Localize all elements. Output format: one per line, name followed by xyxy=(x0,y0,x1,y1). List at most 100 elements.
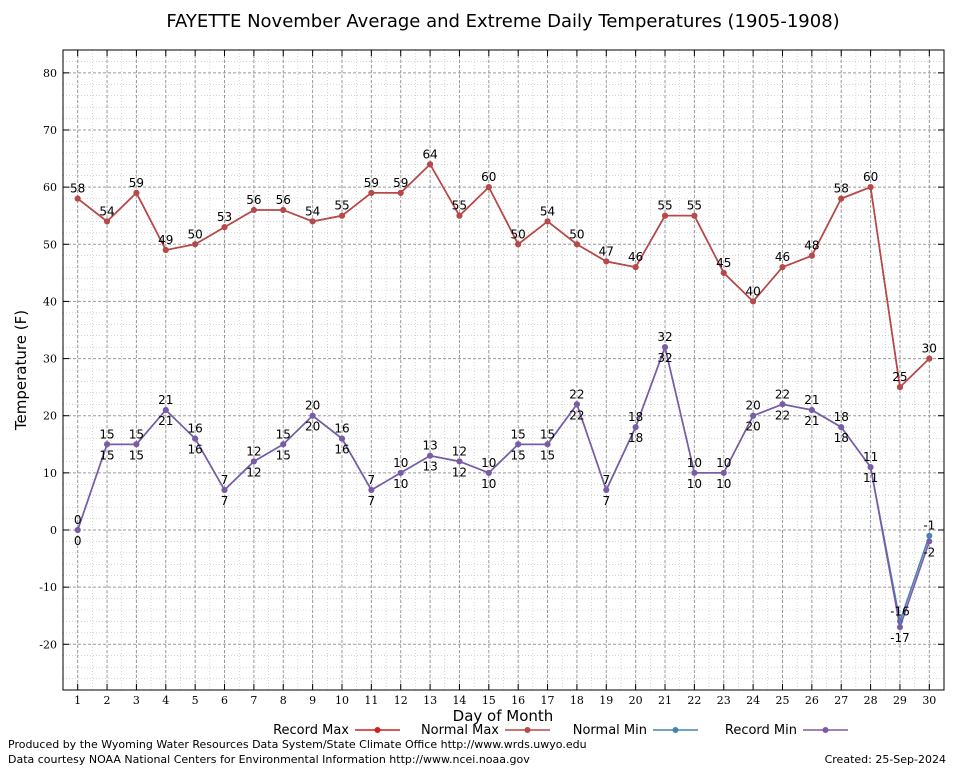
normal-max-point xyxy=(662,212,669,219)
x-tick-label: 6 xyxy=(221,694,228,707)
normal-max-point xyxy=(926,355,933,362)
normal-min-data-label: 10 xyxy=(716,456,731,470)
x-tick-label: 24 xyxy=(746,694,760,707)
normal-max-point xyxy=(133,189,140,196)
record-max-data-label: 53 xyxy=(217,210,232,224)
x-tick-label: 1 xyxy=(74,694,81,707)
x-tick-label: 2 xyxy=(104,694,111,707)
record-max-data-label: 30 xyxy=(922,342,937,356)
record-max-data-label: 50 xyxy=(511,227,526,241)
record-min-point xyxy=(221,487,228,493)
record-max-data-label: 58 xyxy=(70,182,85,196)
normal-max-point xyxy=(309,218,316,225)
normal-max-point xyxy=(515,241,522,248)
normal-max-point xyxy=(368,189,375,196)
record-min-data-label: 10 xyxy=(687,477,702,491)
y-tick-label: 30 xyxy=(43,353,57,366)
normal-min-data-label: 10 xyxy=(393,456,408,470)
normal-max-line xyxy=(77,162,930,389)
normal-max-point xyxy=(573,241,580,248)
x-tick-label: 18 xyxy=(570,694,584,707)
normal-min-data-label: 10 xyxy=(687,456,702,470)
normal-min-data-label: 12 xyxy=(246,444,261,458)
x-tick-label: 25 xyxy=(775,694,789,707)
record-max-data-label: 55 xyxy=(452,199,467,213)
normal-min-data-label: 18 xyxy=(834,410,849,424)
normal-min-data-label: 16 xyxy=(334,422,349,436)
record-max-data-label: 59 xyxy=(364,176,379,190)
record-max-data-label: 59 xyxy=(393,176,408,190)
legend: Record Max Normal Max Normal Min Record Min xyxy=(273,723,848,738)
y-tick-label: 20 xyxy=(43,410,57,423)
y-tick-label: 50 xyxy=(43,238,57,251)
x-tick-label: 14 xyxy=(452,694,466,707)
legend-label-normal-min: Normal Min xyxy=(573,723,647,738)
record-min-data-label: 15 xyxy=(129,448,144,462)
footer-created: Created: 25-Sep-2024 xyxy=(825,753,946,766)
x-tick-label: 30 xyxy=(922,694,936,707)
record-min-data-label: 20 xyxy=(305,420,320,434)
record-max-data-label: 56 xyxy=(246,193,261,207)
record-max-data-label: 46 xyxy=(628,250,643,264)
record-min-point xyxy=(192,435,199,442)
record-min-data-label: 20 xyxy=(745,420,760,434)
record-min-data-label: 22 xyxy=(775,408,790,422)
x-tick-label: 7 xyxy=(250,694,257,707)
record-min-data-label: 16 xyxy=(188,443,203,457)
normal-min-data-label: -1 xyxy=(923,519,935,533)
legend-label-normal-max: Normal Max xyxy=(421,723,499,738)
record-max-data-label: 60 xyxy=(481,170,496,184)
normal-max-point xyxy=(603,258,610,265)
x-tick-label: 11 xyxy=(364,694,378,707)
normal-min-data-label: 18 xyxy=(628,410,643,424)
record-min-point xyxy=(104,441,111,448)
x-tick-label: 20 xyxy=(629,694,643,707)
record-min-point xyxy=(808,407,815,413)
normal-max-point xyxy=(192,241,199,248)
normal-max-point xyxy=(485,184,492,191)
normal-max-point xyxy=(74,195,81,202)
normal-min-data-label: 15 xyxy=(99,427,114,441)
record-min-data-label: 7 xyxy=(221,494,229,508)
record-min-data-label: 21 xyxy=(804,414,819,428)
x-axis-title: Day of Month xyxy=(453,707,554,725)
record-min-point xyxy=(750,412,757,419)
normal-min-data-label: 12 xyxy=(452,444,467,458)
y-tick-label: -20 xyxy=(39,638,57,651)
record-min-point xyxy=(691,469,698,476)
normal-min-data-label: 16 xyxy=(188,422,203,436)
normal-min-data-label: 0 xyxy=(74,513,82,527)
normal-min-data-label: 7 xyxy=(602,473,610,487)
record-min-point xyxy=(867,464,874,471)
record-min-point xyxy=(720,469,727,476)
legend-marker-normal-min xyxy=(672,727,679,733)
record-min-point xyxy=(456,458,463,465)
record-min-data-label: 12 xyxy=(246,465,261,479)
record-min-point xyxy=(368,487,375,493)
normal-max-point xyxy=(691,212,698,219)
normal-max-point xyxy=(838,195,845,202)
record-max-data-label: 54 xyxy=(99,204,114,218)
normal-min-point xyxy=(926,532,933,539)
normal-min-data-label: 32 xyxy=(657,330,672,344)
record-min-point xyxy=(280,441,287,448)
x-tick-label: 28 xyxy=(864,694,878,707)
record-max-data-label: 54 xyxy=(305,204,320,218)
normal-min-data-label: 15 xyxy=(511,427,526,441)
record-min-data-label: 7 xyxy=(368,494,376,508)
record-min-point xyxy=(162,407,169,413)
x-tick-label: 23 xyxy=(717,694,731,707)
x-tick-label: 21 xyxy=(658,694,672,707)
record-min-data-label: 12 xyxy=(452,465,467,479)
y-tick-label: 0 xyxy=(50,524,57,537)
normal-min-data-label: 20 xyxy=(305,399,320,413)
record-max-data-label: 47 xyxy=(599,244,614,258)
normal-max-point xyxy=(427,161,434,168)
x-tick-label: 15 xyxy=(482,694,496,707)
record-max-data-label: 59 xyxy=(129,176,144,190)
normal-max-point xyxy=(720,269,727,276)
x-tick-label: 22 xyxy=(687,694,701,707)
record-min-point xyxy=(485,469,492,476)
normal-min-data-label: 15 xyxy=(129,427,144,441)
